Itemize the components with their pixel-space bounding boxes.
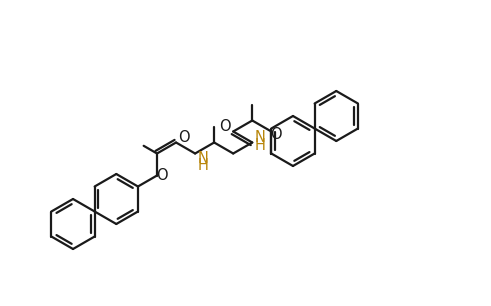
Text: O: O bbox=[271, 127, 282, 142]
Text: H: H bbox=[255, 138, 266, 153]
Text: N: N bbox=[255, 130, 266, 145]
Text: O: O bbox=[219, 119, 231, 134]
Text: N: N bbox=[198, 151, 209, 166]
Text: O: O bbox=[156, 168, 168, 183]
Text: H: H bbox=[198, 158, 209, 173]
Text: O: O bbox=[178, 130, 190, 145]
